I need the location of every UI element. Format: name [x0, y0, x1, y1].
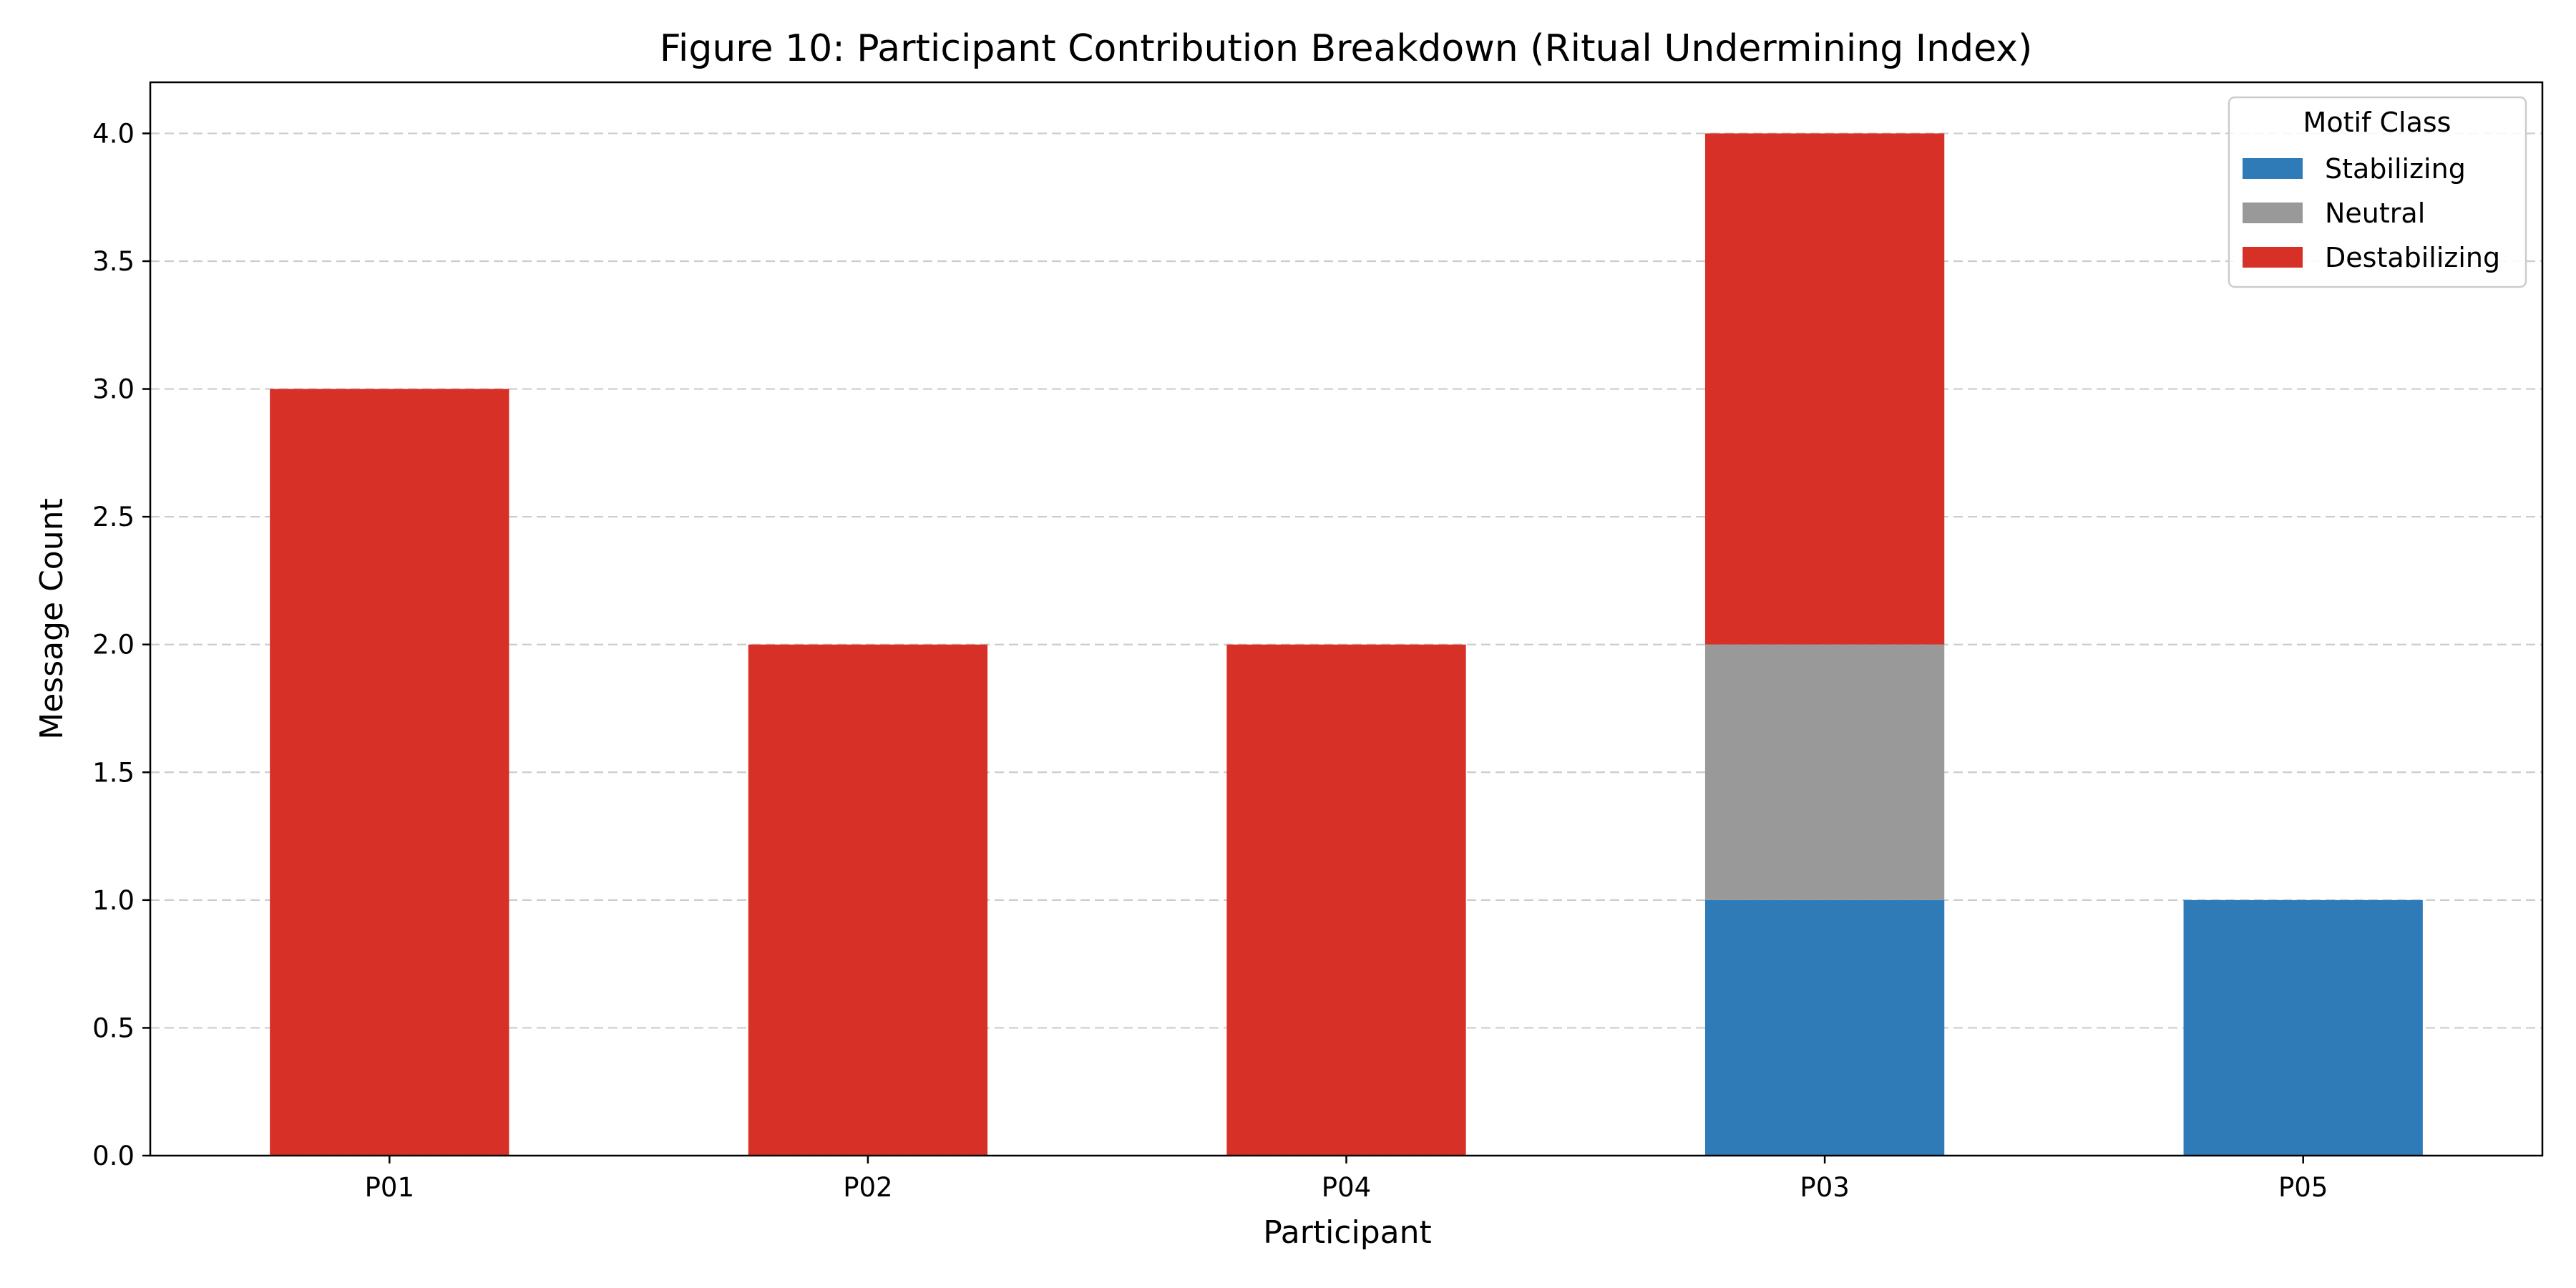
- y-tick-label: 4.0: [92, 118, 135, 149]
- y-tick-label: 1.5: [92, 757, 135, 788]
- legend-label-stabilizing: Stabilizing: [2325, 153, 2466, 185]
- legend-items: Stabilizing Neutral Destabilizing: [2243, 153, 2500, 273]
- x-tick-label: P01: [365, 1172, 414, 1203]
- bar-p03-neutral: [1704, 644, 1945, 900]
- legend-label-neutral: Neutral: [2325, 197, 2425, 229]
- bar-p05-stabilizing: [2183, 899, 2423, 1156]
- x-tick-label: P03: [1800, 1172, 1849, 1203]
- x-tick-label: P02: [843, 1172, 892, 1203]
- x-axis: P01 P02 P04 P03 P05: [365, 1156, 2328, 1203]
- bar-p04-destabilizing: [1226, 644, 1466, 1156]
- legend-label-destabilizing: Destabilizing: [2325, 242, 2500, 273]
- bar-p01-destabilizing: [270, 389, 509, 1156]
- y-tick-label: 0.0: [92, 1141, 135, 1171]
- x-axis-label: Participant: [1263, 1214, 1432, 1251]
- legend-title: Motif Class: [2303, 107, 2451, 138]
- y-tick-label: 2.5: [92, 502, 135, 532]
- chart-title: Figure 10: Participant Contribution Brea…: [660, 27, 2033, 70]
- bar-p03-stabilizing: [1704, 899, 1945, 1156]
- y-tick-label: 3.0: [92, 374, 135, 405]
- legend-swatch-neutral: [2243, 203, 2303, 223]
- legend-swatch-stabilizing: [2243, 158, 2303, 179]
- bar-p03-destabilizing: [1704, 133, 1945, 645]
- legend-swatch-destabilizing: [2243, 247, 2303, 268]
- legend: Motif Class Stabilizing Neutral Destabiliz…: [2228, 96, 2527, 288]
- bars: [270, 133, 2423, 1156]
- y-axis: 0.0 0.5 1.0 1.5 2.0 2.5 3.0 3.5 4.0: [92, 118, 150, 1171]
- y-tick-label: 2.0: [92, 630, 135, 660]
- legend-frame: [2228, 96, 2527, 288]
- y-tick-label: 3.5: [92, 246, 135, 277]
- y-tick-label: 1.0: [92, 885, 135, 916]
- x-tick-label: P05: [2278, 1172, 2328, 1203]
- x-tick-label: P04: [1322, 1172, 1371, 1203]
- y-axis-label: Message Count: [34, 498, 70, 740]
- bar-p02-destabilizing: [748, 644, 988, 1156]
- y-tick-label: 0.5: [92, 1013, 135, 1043]
